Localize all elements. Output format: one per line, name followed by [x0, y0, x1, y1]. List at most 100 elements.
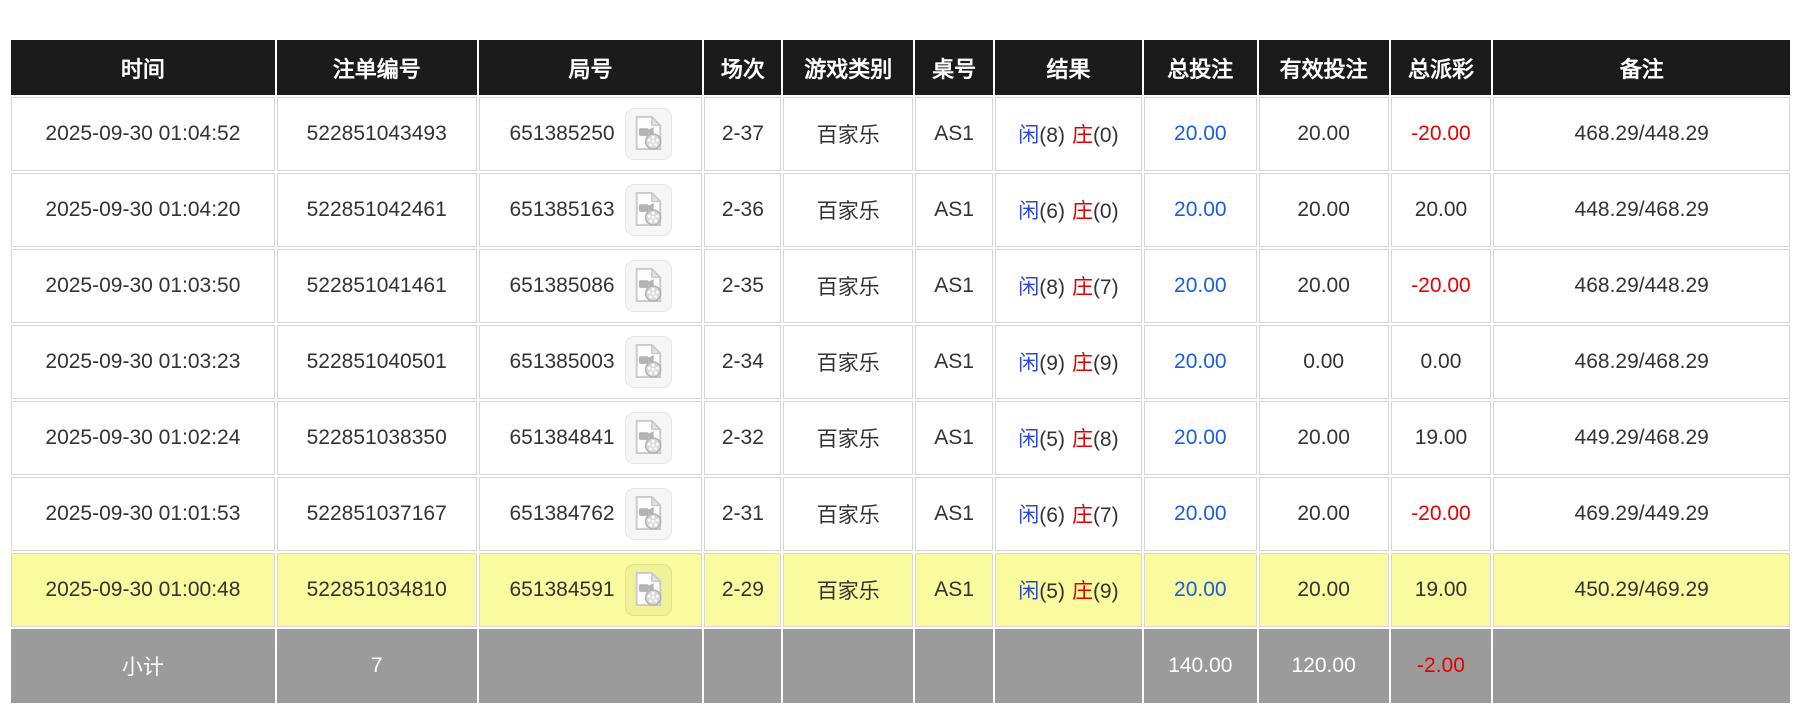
video-replay-button[interactable] — [624, 108, 672, 160]
result-cell: 闲(8) 庄(7) — [995, 249, 1142, 323]
result-banker-label: 庄 — [1071, 124, 1093, 147]
remark-cell: 448.29/468.29 — [1493, 173, 1790, 247]
bet-id-cell: 522851041461 — [276, 249, 477, 323]
result-cell: 闲(6) 庄(0) — [995, 173, 1142, 247]
session-cell: 2-35 — [704, 249, 782, 323]
round-id-cell: 651384841 — [478, 401, 703, 475]
video-file-icon — [631, 418, 665, 459]
time-cell: 2025-09-30 01:03:23 — [11, 325, 275, 399]
result-player-score: (8) — [1039, 276, 1065, 299]
round-id-cell: 651385086 — [478, 249, 703, 323]
round-id-wrap: 651385250 — [480, 108, 702, 160]
total-bet-cell[interactable]: 20.00 — [1143, 173, 1257, 247]
round-id-text: 651384841 — [509, 426, 615, 449]
result-banker-label: 庄 — [1071, 580, 1093, 603]
round-id-text: 651385163 — [509, 198, 615, 221]
time-cell: 2025-09-30 01:01:53 — [11, 477, 275, 551]
column-header-session: 场次 — [704, 40, 782, 95]
video-replay-button[interactable] — [624, 412, 672, 464]
round-id-wrap: 651384591 — [480, 564, 702, 616]
game-type-cell: 百家乐 — [783, 97, 914, 171]
result-player-label: 闲 — [1018, 352, 1040, 375]
subtotal-count-cell: 7 — [276, 629, 477, 703]
valid-bet-cell: 20.00 — [1258, 97, 1389, 171]
round-id-text: 651384762 — [509, 502, 615, 525]
result-banker-score: (9) — [1092, 352, 1119, 375]
session-cell: 2-32 — [704, 401, 782, 475]
video-file-icon — [631, 342, 665, 383]
total-bet-cell[interactable]: 20.00 — [1143, 553, 1257, 627]
table-row: 2025-09-30 01:00:48 522851034810 651384591… — [11, 553, 1790, 627]
video-replay-button[interactable] — [624, 260, 672, 312]
column-header-valid_bet: 有效投注 — [1258, 40, 1389, 95]
subtotal-empty-session — [704, 629, 782, 703]
table-no-cell: AS1 — [915, 477, 994, 551]
result-player-score: (6) — [1039, 200, 1065, 223]
total-payout-cell: -20.00 — [1390, 249, 1492, 323]
valid-bet-cell: 20.00 — [1258, 173, 1389, 247]
subtotal-remark-cell — [1493, 629, 1790, 703]
video-replay-button[interactable] — [624, 184, 672, 236]
column-header-game_type: 游戏类别 — [783, 40, 914, 95]
result-banker-label: 庄 — [1071, 276, 1093, 299]
valid-bet-cell: 20.00 — [1258, 553, 1389, 627]
game-type-cell: 百家乐 — [783, 325, 914, 399]
total-bet-cell[interactable]: 20.00 — [1143, 249, 1257, 323]
table-row: 2025-09-30 01:01:53 522851037167 651384762… — [11, 477, 1790, 551]
total-payout-cell: -20.00 — [1390, 477, 1492, 551]
time-cell: 2025-09-30 01:03:50 — [11, 249, 275, 323]
round-id-text: 651385250 — [509, 122, 615, 145]
bet-id-cell: 522851037167 — [276, 477, 477, 551]
video-file-icon — [631, 114, 665, 155]
result-banker-label: 庄 — [1071, 428, 1093, 451]
subtotal-empty-game — [783, 629, 914, 703]
result-banker-score: (0) — [1092, 124, 1119, 147]
remark-cell: 449.29/468.29 — [1493, 401, 1790, 475]
total-bet-cell[interactable]: 20.00 — [1143, 477, 1257, 551]
remark-cell: 468.29/448.29 — [1493, 249, 1790, 323]
total-bet-cell[interactable]: 20.00 — [1143, 97, 1257, 171]
video-replay-button[interactable] — [624, 564, 672, 616]
column-header-table_no: 桌号 — [915, 40, 994, 95]
result-player-label: 闲 — [1018, 276, 1040, 299]
video-replay-button[interactable] — [624, 488, 672, 540]
bet-id-cell: 522851038350 — [276, 401, 477, 475]
video-file-icon — [631, 494, 665, 535]
column-header-bet_id: 注单编号 — [276, 40, 477, 95]
bet-id-cell: 522851043493 — [276, 97, 477, 171]
subtotal-valid-bet-cell: 120.00 — [1258, 629, 1389, 703]
total-payout-cell: -20.00 — [1390, 97, 1492, 171]
round-id-text: 651384591 — [509, 578, 615, 601]
bet-records-table: 时间 注单编号 局号 场次 游戏类别 桌号 结果 总投注 有效投注 总派彩 备注 2025-09-3… — [9, 38, 1792, 705]
game-type-cell: 百家乐 — [783, 553, 914, 627]
session-cell: 2-37 — [704, 97, 782, 171]
table-no-cell: AS1 — [915, 249, 994, 323]
subtotal-empty-result — [995, 629, 1142, 703]
total-bet-cell[interactable]: 20.00 — [1143, 401, 1257, 475]
result-banker-score: (9) — [1092, 580, 1119, 603]
time-cell: 2025-09-30 01:04:52 — [11, 97, 275, 171]
game-type-cell: 百家乐 — [783, 173, 914, 247]
total-bet-cell[interactable]: 20.00 — [1143, 325, 1257, 399]
game-type-cell: 百家乐 — [783, 401, 914, 475]
bet-id-cell: 522851042461 — [276, 173, 477, 247]
time-cell: 2025-09-30 01:00:48 — [11, 553, 275, 627]
remark-cell: 469.29/449.29 — [1493, 477, 1790, 551]
subtotal-empty-round — [478, 629, 703, 703]
column-header-total_payout: 总派彩 — [1390, 40, 1492, 95]
result-player-score: (9) — [1039, 352, 1065, 375]
video-file-icon — [631, 190, 665, 231]
result-banker-label: 庄 — [1071, 352, 1093, 375]
result-banker-label: 庄 — [1071, 200, 1093, 223]
result-player-score: (8) — [1039, 124, 1065, 147]
subtotal-label-cell: 小计 — [11, 629, 275, 703]
video-replay-button[interactable] — [624, 336, 672, 388]
round-id-cell: 651384762 — [478, 477, 703, 551]
round-id-wrap: 651385003 — [480, 336, 702, 388]
time-cell: 2025-09-30 01:02:24 — [11, 401, 275, 475]
round-id-wrap: 651384762 — [480, 488, 702, 540]
result-player-label: 闲 — [1018, 504, 1040, 527]
subtotal-row: 小计 7 140.00 120.00 -2.00 — [11, 629, 1790, 703]
round-id-cell: 651384591 — [478, 553, 703, 627]
session-cell: 2-34 — [704, 325, 782, 399]
